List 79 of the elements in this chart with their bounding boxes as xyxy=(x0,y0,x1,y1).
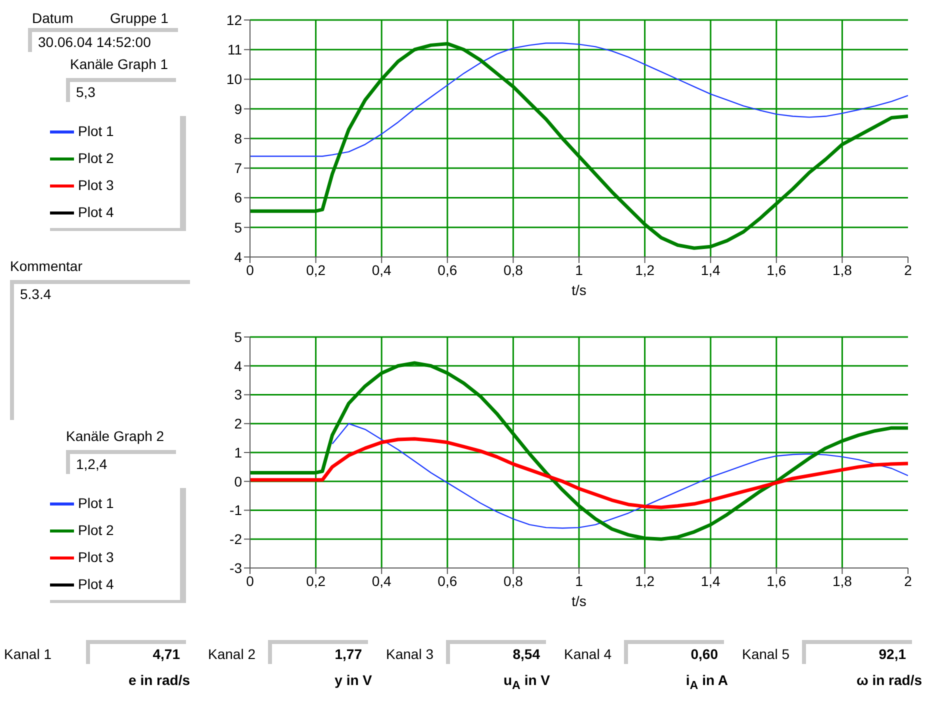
legend-label: Plot 1 xyxy=(78,123,114,139)
x-tick-label: 1 xyxy=(575,572,584,589)
x-axis-title: t/s xyxy=(572,593,586,609)
text: 1,2,4 xyxy=(66,450,176,474)
x-tick-label: 0,2 xyxy=(306,262,326,278)
legend-label: Plot 3 xyxy=(78,549,114,565)
text: 4,71 xyxy=(86,640,186,664)
text: Datum xyxy=(32,10,74,26)
y-tick-label: 11 xyxy=(227,42,242,58)
x-tick-label: 0,6 xyxy=(438,572,458,589)
x-tick-label: 1,4 xyxy=(700,262,721,278)
x-tick-label: 1,6 xyxy=(766,572,786,589)
text: Kanal 5 xyxy=(742,646,790,662)
y-tick-label: 12 xyxy=(226,12,242,28)
text: 30.06.04 14:52:00 xyxy=(28,28,178,52)
legend-label: Plot 3 xyxy=(78,177,114,193)
text: Kommentar xyxy=(10,258,84,274)
y-tick-label: 4 xyxy=(234,358,242,374)
x-tick-label: 0,6 xyxy=(438,262,458,278)
x-tick-label: 0 xyxy=(246,572,254,589)
line-series xyxy=(250,42,908,250)
y-tick-label: 5 xyxy=(234,328,242,345)
text: 92,1 xyxy=(802,640,912,664)
x-tick-label: 0 xyxy=(246,262,254,278)
line-series xyxy=(250,437,908,510)
y-tick-label: 0 xyxy=(234,473,242,490)
x-tick-label: 1,4 xyxy=(700,572,721,589)
y-tick-label: -1 xyxy=(230,502,242,518)
legend-label: Plot 4 xyxy=(78,576,114,592)
y-tick-label: 6 xyxy=(234,190,242,206)
text: ω in rad/s xyxy=(855,672,922,688)
text: 1,77 xyxy=(268,640,368,664)
y-tick-label: -2 xyxy=(230,531,242,548)
legend-label: Plot 1 xyxy=(78,495,114,511)
x-tick-label: 1,6 xyxy=(766,262,786,278)
y-tick-label: -3 xyxy=(230,560,242,576)
x-tick-label: 0,8 xyxy=(503,262,524,278)
y-tick-label: 3 xyxy=(234,386,242,403)
text: Kanal 1 xyxy=(4,646,52,662)
x-tick-label: 1 xyxy=(575,262,584,278)
y-tick-label: 5 xyxy=(234,219,242,236)
text: 0,60 xyxy=(624,640,724,664)
y-tick-label: 9 xyxy=(234,100,242,117)
text: Kanal 2 xyxy=(208,646,256,662)
x-tick-label: 0,8 xyxy=(503,572,524,589)
text: 5,3 xyxy=(66,78,176,102)
x-axis-title: t/s xyxy=(572,282,586,298)
text: i$_{A}$ in A xyxy=(684,672,728,692)
y-tick-label: 4 xyxy=(234,248,242,265)
legend-label: Plot 2 xyxy=(78,522,114,538)
y-tick-label: 8 xyxy=(234,130,242,146)
line-series xyxy=(250,361,908,541)
text: Gruppe 1 xyxy=(110,10,170,26)
y-tick-label: 7 xyxy=(234,160,242,176)
line-series xyxy=(250,42,908,157)
y-tick-label: 1 xyxy=(234,444,242,460)
text: 5.3.4 xyxy=(10,280,190,420)
text: 8,54 xyxy=(446,640,546,664)
y-tick-label: 10 xyxy=(226,71,242,88)
y-tick-label: 2 xyxy=(234,416,242,432)
text: y in V xyxy=(334,672,372,688)
text: u$_{A}$ in V xyxy=(502,672,550,692)
legend-label: Plot 4 xyxy=(78,204,114,220)
text: Kanäle Graph 1 xyxy=(70,56,170,72)
legend-label: Plot 2 xyxy=(78,150,114,166)
x-tick-label: 1,8 xyxy=(832,262,852,278)
x-tick-label: 0,4 xyxy=(372,572,392,589)
x-tick-label: 2 xyxy=(904,262,912,278)
text: Kanäle Graph 2 xyxy=(66,428,166,444)
line-series xyxy=(332,423,908,529)
text: Kanal 4 xyxy=(564,646,612,662)
text: Kanal 3 xyxy=(386,646,434,662)
text: e in rad/s xyxy=(128,672,190,688)
x-tick-label: 0,2 xyxy=(306,572,326,589)
x-tick-label: 1,2 xyxy=(635,262,655,278)
x-tick-label: 0,4 xyxy=(372,262,392,278)
x-tick-label: 2 xyxy=(904,572,912,589)
x-tick-label: 1,8 xyxy=(832,572,852,589)
x-tick-label: 1,2 xyxy=(635,572,655,589)
